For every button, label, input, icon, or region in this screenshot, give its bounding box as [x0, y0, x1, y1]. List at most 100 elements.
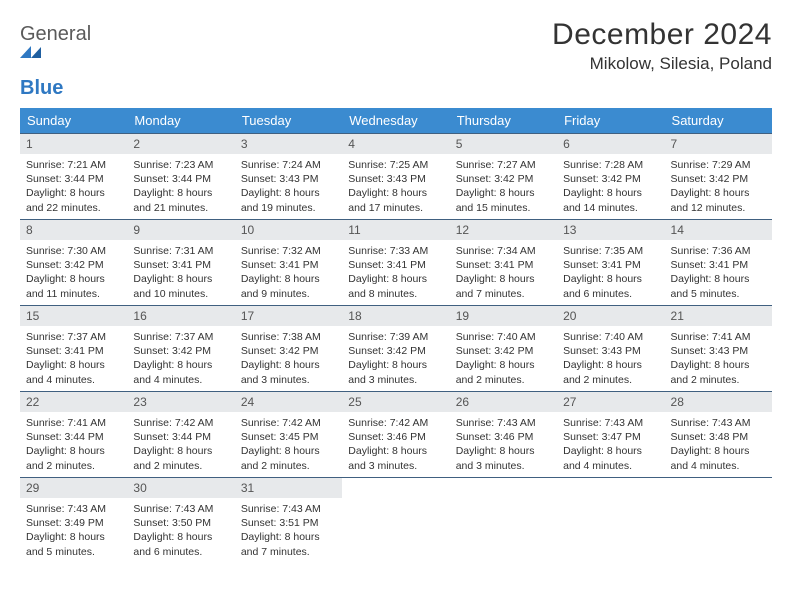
- day-sunrise-line: Sunrise: 7:38 AM: [241, 330, 336, 344]
- calendar-header-row: Sunday Monday Tuesday Wednesday Thursday…: [20, 108, 772, 134]
- day-sunrise-line: Sunrise: 7:37 AM: [26, 330, 121, 344]
- day-number: 13: [557, 220, 664, 240]
- day-number: 31: [235, 478, 342, 498]
- day-sunrise-line: Sunrise: 7:27 AM: [456, 158, 551, 172]
- weekday-header: Saturday: [665, 108, 772, 134]
- day-number: 21: [665, 306, 772, 326]
- day-number: 4: [342, 134, 449, 154]
- day-sunrise-line: Sunrise: 7:41 AM: [671, 330, 766, 344]
- day-day1-line: Daylight: 8 hours: [456, 186, 551, 200]
- day-details: Sunrise: 7:32 AMSunset: 3:41 PMDaylight:…: [235, 240, 342, 305]
- day-number: 10: [235, 220, 342, 240]
- day-day2-line: and 12 minutes.: [671, 201, 766, 215]
- day-details: Sunrise: 7:37 AMSunset: 3:41 PMDaylight:…: [20, 326, 127, 391]
- day-number: 20: [557, 306, 664, 326]
- day-day1-line: Daylight: 8 hours: [348, 272, 443, 286]
- weekday-header: Sunday: [20, 108, 127, 134]
- day-sunset-line: Sunset: 3:42 PM: [241, 344, 336, 358]
- day-number: 12: [450, 220, 557, 240]
- day-sunset-line: Sunset: 3:41 PM: [348, 258, 443, 272]
- day-number: 22: [20, 392, 127, 412]
- day-details: Sunrise: 7:38 AMSunset: 3:42 PMDaylight:…: [235, 326, 342, 391]
- day-day1-line: Daylight: 8 hours: [133, 530, 228, 544]
- day-number: 11: [342, 220, 449, 240]
- day-number: 18: [342, 306, 449, 326]
- calendar-day-cell: 8Sunrise: 7:30 AMSunset: 3:42 PMDaylight…: [20, 220, 127, 306]
- day-day2-line: and 2 minutes.: [671, 373, 766, 387]
- day-day1-line: Daylight: 8 hours: [241, 530, 336, 544]
- day-day1-line: Daylight: 8 hours: [26, 530, 121, 544]
- day-sunrise-line: Sunrise: 7:40 AM: [563, 330, 658, 344]
- calendar-day-cell: 14Sunrise: 7:36 AMSunset: 3:41 PMDayligh…: [665, 220, 772, 306]
- day-day2-line: and 2 minutes.: [133, 459, 228, 473]
- day-details: Sunrise: 7:42 AMSunset: 3:45 PMDaylight:…: [235, 412, 342, 477]
- day-sunset-line: Sunset: 3:44 PM: [133, 430, 228, 444]
- day-sunset-line: Sunset: 3:42 PM: [26, 258, 121, 272]
- day-sunrise-line: Sunrise: 7:42 AM: [241, 416, 336, 430]
- day-details: Sunrise: 7:29 AMSunset: 3:42 PMDaylight:…: [665, 154, 772, 219]
- day-details: Sunrise: 7:30 AMSunset: 3:42 PMDaylight:…: [20, 240, 127, 305]
- title-block: December 2024 Mikolow, Silesia, Poland: [552, 18, 772, 74]
- day-details: Sunrise: 7:35 AMSunset: 3:41 PMDaylight:…: [557, 240, 664, 305]
- day-sunrise-line: Sunrise: 7:36 AM: [671, 244, 766, 258]
- day-sunrise-line: Sunrise: 7:42 AM: [348, 416, 443, 430]
- calendar-day-cell: 17Sunrise: 7:38 AMSunset: 3:42 PMDayligh…: [235, 306, 342, 392]
- brand-word-general: General: [20, 23, 91, 45]
- day-day1-line: Daylight: 8 hours: [348, 358, 443, 372]
- day-number: 27: [557, 392, 664, 412]
- day-number: 24: [235, 392, 342, 412]
- day-number: 5: [450, 134, 557, 154]
- day-details: Sunrise: 7:27 AMSunset: 3:42 PMDaylight:…: [450, 154, 557, 219]
- day-day2-line: and 7 minutes.: [241, 545, 336, 559]
- day-day2-line: and 4 minutes.: [671, 459, 766, 473]
- day-sunset-line: Sunset: 3:46 PM: [348, 430, 443, 444]
- calendar-day-cell: 19Sunrise: 7:40 AMSunset: 3:42 PMDayligh…: [450, 306, 557, 392]
- calendar-week-row: 29Sunrise: 7:43 AMSunset: 3:49 PMDayligh…: [20, 478, 772, 564]
- page-header: General Blue December 2024 Mikolow, Sile…: [20, 18, 772, 98]
- day-day1-line: Daylight: 8 hours: [26, 186, 121, 200]
- day-day1-line: Daylight: 8 hours: [348, 444, 443, 458]
- day-number: 26: [450, 392, 557, 412]
- day-day2-line: and 4 minutes.: [133, 373, 228, 387]
- day-number: 8: [20, 220, 127, 240]
- day-sunset-line: Sunset: 3:44 PM: [26, 430, 121, 444]
- day-sunset-line: Sunset: 3:44 PM: [133, 172, 228, 186]
- day-day1-line: Daylight: 8 hours: [671, 272, 766, 286]
- day-number: 9: [127, 220, 234, 240]
- day-day1-line: Daylight: 8 hours: [563, 358, 658, 372]
- day-details: Sunrise: 7:33 AMSunset: 3:41 PMDaylight:…: [342, 240, 449, 305]
- brand-logo: General Blue: [20, 18, 91, 98]
- day-details: Sunrise: 7:42 AMSunset: 3:46 PMDaylight:…: [342, 412, 449, 477]
- weekday-header: Thursday: [450, 108, 557, 134]
- day-details: Sunrise: 7:41 AMSunset: 3:43 PMDaylight:…: [665, 326, 772, 391]
- day-day2-line: and 21 minutes.: [133, 201, 228, 215]
- day-day1-line: Daylight: 8 hours: [563, 186, 658, 200]
- calendar-day-cell: 30Sunrise: 7:43 AMSunset: 3:50 PMDayligh…: [127, 478, 234, 564]
- day-sunrise-line: Sunrise: 7:33 AM: [348, 244, 443, 258]
- day-details: Sunrise: 7:40 AMSunset: 3:42 PMDaylight:…: [450, 326, 557, 391]
- day-number: 3: [235, 134, 342, 154]
- day-day1-line: Daylight: 8 hours: [348, 186, 443, 200]
- day-day2-line: and 7 minutes.: [456, 287, 551, 301]
- day-day1-line: Daylight: 8 hours: [133, 186, 228, 200]
- day-sunrise-line: Sunrise: 7:29 AM: [671, 158, 766, 172]
- day-sunrise-line: Sunrise: 7:43 AM: [133, 502, 228, 516]
- calendar-day-cell: 22Sunrise: 7:41 AMSunset: 3:44 PMDayligh…: [20, 392, 127, 478]
- day-number: 25: [342, 392, 449, 412]
- day-day1-line: Daylight: 8 hours: [563, 272, 658, 286]
- day-day1-line: Daylight: 8 hours: [671, 186, 766, 200]
- day-details: Sunrise: 7:21 AMSunset: 3:44 PMDaylight:…: [20, 154, 127, 219]
- day-day2-line: and 3 minutes.: [241, 373, 336, 387]
- day-sunrise-line: Sunrise: 7:39 AM: [348, 330, 443, 344]
- day-day2-line: and 4 minutes.: [563, 459, 658, 473]
- calendar-day-cell: 18 Sunrise: 7:39 AMSunset: 3:42 PMDayligh…: [342, 306, 449, 392]
- day-sunset-line: Sunset: 3:41 PM: [456, 258, 551, 272]
- day-day2-line: and 5 minutes.: [671, 287, 766, 301]
- day-sunrise-line: Sunrise: 7:43 AM: [26, 502, 121, 516]
- day-sunset-line: Sunset: 3:42 PM: [348, 344, 443, 358]
- day-sunset-line: Sunset: 3:47 PM: [563, 430, 658, 444]
- day-day1-line: Daylight: 8 hours: [26, 358, 121, 372]
- day-day2-line: and 8 minutes.: [348, 287, 443, 301]
- day-day1-line: Daylight: 8 hours: [133, 272, 228, 286]
- calendar-day-cell: 12Sunrise: 7:34 AMSunset: 3:41 PMDayligh…: [450, 220, 557, 306]
